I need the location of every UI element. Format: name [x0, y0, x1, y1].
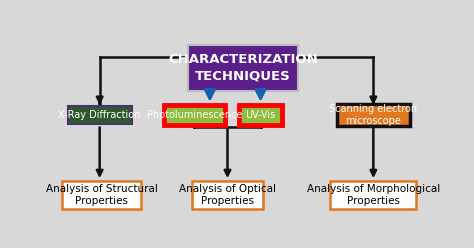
Text: Analysis of Optical
Properties: Analysis of Optical Properties [179, 184, 276, 206]
Text: UV-Vis: UV-Vis [246, 110, 276, 120]
FancyBboxPatch shape [67, 106, 132, 124]
Text: Analysis of Morphological
Properties: Analysis of Morphological Properties [307, 184, 440, 206]
Text: X-Ray Diffraction: X-Ray Diffraction [58, 110, 141, 120]
Text: Photoluminescence: Photoluminescence [146, 110, 242, 120]
Text: Analysis of Structural
Properties: Analysis of Structural Properties [46, 184, 157, 206]
FancyBboxPatch shape [164, 105, 225, 125]
FancyBboxPatch shape [191, 181, 264, 209]
Text: CHARACTERIZATION
TECHNIQUES: CHARACTERIZATION TECHNIQUES [168, 54, 318, 82]
FancyBboxPatch shape [337, 104, 410, 126]
FancyBboxPatch shape [188, 45, 298, 91]
FancyBboxPatch shape [239, 105, 282, 125]
FancyBboxPatch shape [330, 181, 417, 209]
Text: Scanning electron
microscope: Scanning electron microscope [329, 103, 418, 126]
FancyBboxPatch shape [62, 181, 141, 209]
